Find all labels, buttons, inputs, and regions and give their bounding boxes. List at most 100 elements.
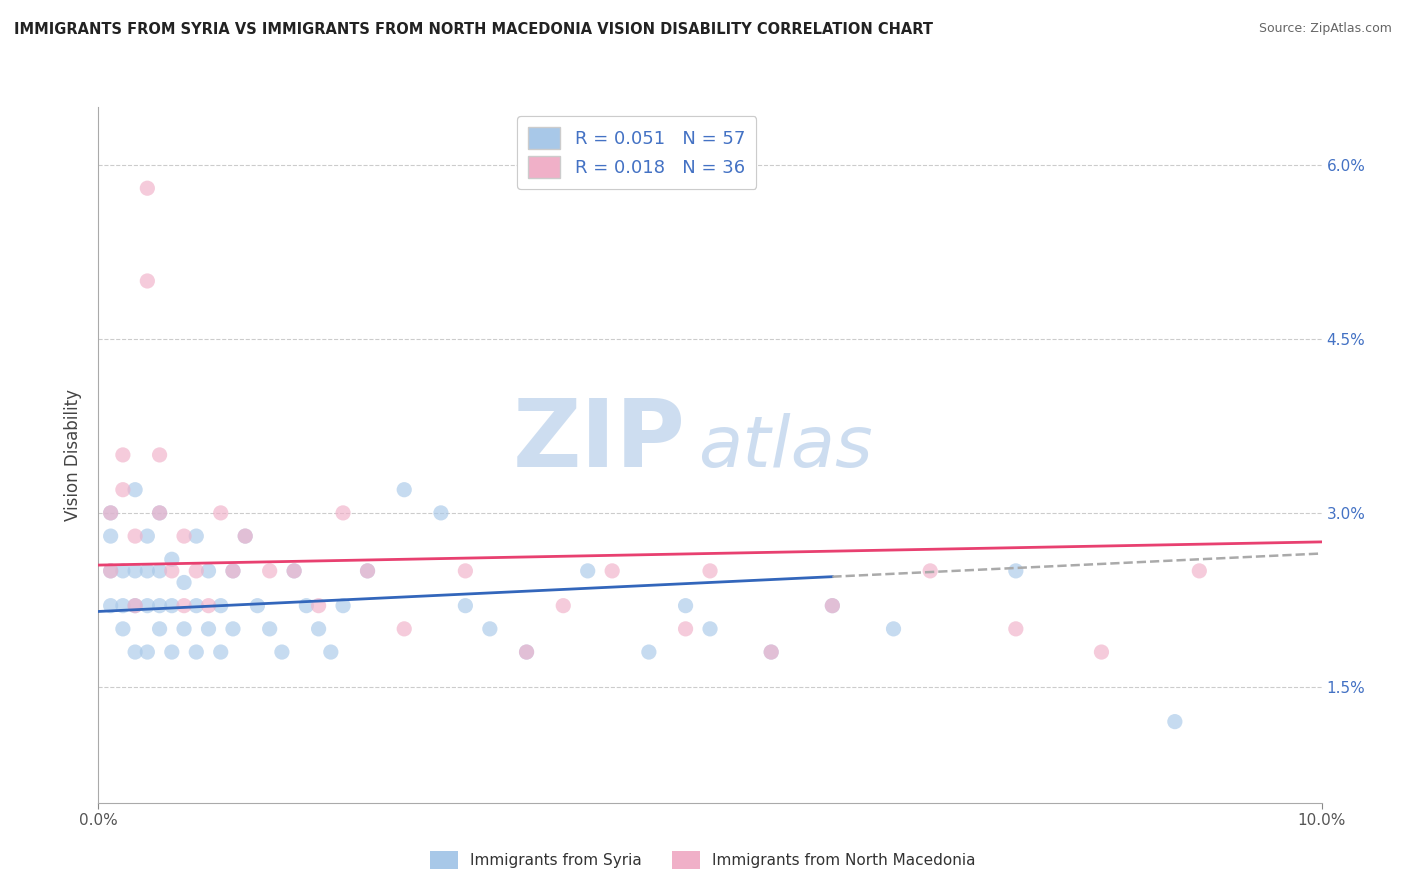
Point	[759, 645, 782, 659]
Point	[111, 564, 134, 578]
Point	[186, 599, 208, 613]
Point	[821, 599, 844, 613]
Point	[149, 448, 172, 462]
Point	[478, 622, 501, 636]
Point	[186, 529, 208, 543]
Point	[1090, 645, 1112, 659]
Point	[124, 483, 146, 497]
Point	[149, 599, 172, 613]
Point	[124, 564, 146, 578]
Point	[111, 483, 134, 497]
Point	[675, 599, 697, 613]
Point	[308, 599, 330, 613]
Text: atlas: atlas	[697, 414, 872, 483]
Point	[136, 529, 159, 543]
Point	[100, 564, 122, 578]
Point	[392, 622, 416, 636]
Point	[270, 645, 292, 659]
Point	[111, 448, 134, 462]
Point	[516, 645, 538, 659]
Point	[160, 645, 183, 659]
Point	[124, 529, 146, 543]
Point	[173, 599, 195, 613]
Point	[1188, 564, 1211, 578]
Point	[160, 599, 183, 613]
Point	[576, 564, 599, 578]
Point	[233, 529, 256, 543]
Point	[699, 622, 721, 636]
Point	[149, 622, 172, 636]
Point	[173, 575, 195, 590]
Point	[197, 599, 219, 613]
Text: IMMIGRANTS FROM SYRIA VS IMMIGRANTS FROM NORTH MACEDONIA VISION DISABILITY CORRE: IMMIGRANTS FROM SYRIA VS IMMIGRANTS FROM…	[14, 22, 934, 37]
Point	[197, 564, 219, 578]
Point	[124, 599, 146, 613]
Point	[100, 599, 122, 613]
Point	[283, 564, 305, 578]
Point	[454, 599, 477, 613]
Point	[160, 552, 183, 566]
Point	[149, 506, 172, 520]
Point	[222, 622, 245, 636]
Legend: Immigrants from Syria, Immigrants from North Macedonia: Immigrants from Syria, Immigrants from N…	[425, 845, 981, 875]
Point	[186, 645, 208, 659]
Point	[100, 564, 122, 578]
Point	[149, 506, 172, 520]
Point	[259, 564, 281, 578]
Point	[173, 529, 195, 543]
Point	[759, 645, 782, 659]
Point	[1004, 622, 1026, 636]
Text: ZIP: ZIP	[513, 395, 686, 487]
Point	[454, 564, 477, 578]
Point	[136, 274, 159, 288]
Point	[111, 622, 134, 636]
Point	[308, 622, 330, 636]
Point	[430, 506, 453, 520]
Point	[136, 645, 159, 659]
Point	[136, 181, 159, 195]
Point	[392, 483, 416, 497]
Point	[332, 599, 354, 613]
Y-axis label: Vision Disability: Vision Disability	[65, 389, 83, 521]
Point	[186, 564, 208, 578]
Point	[100, 529, 122, 543]
Point	[600, 564, 623, 578]
Point	[1004, 564, 1026, 578]
Point	[283, 564, 305, 578]
Point	[222, 564, 245, 578]
Point	[173, 622, 195, 636]
Point	[516, 645, 538, 659]
Point	[100, 506, 122, 520]
Point	[233, 529, 256, 543]
Point	[259, 622, 281, 636]
Point	[821, 599, 844, 613]
Point	[209, 599, 232, 613]
Point	[246, 599, 269, 613]
Point	[319, 645, 342, 659]
Point	[332, 506, 354, 520]
Point	[295, 599, 318, 613]
Point	[920, 564, 942, 578]
Point	[209, 506, 232, 520]
Point	[160, 564, 183, 578]
Point	[637, 645, 661, 659]
Point	[699, 564, 721, 578]
Point	[149, 564, 172, 578]
Point	[197, 622, 219, 636]
Legend: R = 0.051   N = 57, R = 0.018   N = 36: R = 0.051 N = 57, R = 0.018 N = 36	[517, 116, 756, 189]
Point	[124, 599, 146, 613]
Point	[883, 622, 905, 636]
Point	[124, 645, 146, 659]
Point	[675, 622, 697, 636]
Point	[356, 564, 378, 578]
Point	[222, 564, 245, 578]
Point	[356, 564, 378, 578]
Point	[553, 599, 575, 613]
Point	[136, 599, 159, 613]
Point	[111, 599, 134, 613]
Point	[209, 645, 232, 659]
Point	[136, 564, 159, 578]
Point	[1164, 714, 1187, 729]
Text: Source: ZipAtlas.com: Source: ZipAtlas.com	[1258, 22, 1392, 36]
Point	[100, 506, 122, 520]
